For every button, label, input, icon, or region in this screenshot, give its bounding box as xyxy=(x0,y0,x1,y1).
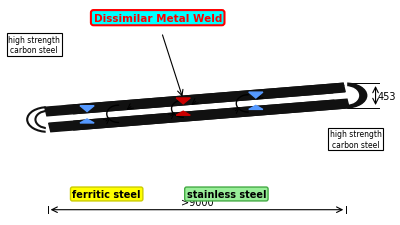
Polygon shape xyxy=(249,93,263,99)
Ellipse shape xyxy=(36,111,60,128)
Text: high strength
carbon steel: high strength carbon steel xyxy=(8,36,60,55)
Text: 51: 51 xyxy=(73,122,85,131)
Ellipse shape xyxy=(334,88,358,105)
Polygon shape xyxy=(80,119,94,124)
Text: stainless steel: stainless steel xyxy=(187,189,266,199)
Polygon shape xyxy=(49,100,349,132)
Polygon shape xyxy=(80,106,94,112)
Ellipse shape xyxy=(326,84,367,108)
Text: Dissimilar Metal Weld: Dissimilar Metal Weld xyxy=(94,14,222,24)
Polygon shape xyxy=(249,106,263,110)
Polygon shape xyxy=(45,84,345,116)
Polygon shape xyxy=(45,84,345,116)
Bar xyxy=(46,106,64,135)
Text: high strength
carbon steel: high strength carbon steel xyxy=(330,130,382,149)
Polygon shape xyxy=(176,112,190,116)
Polygon shape xyxy=(176,99,190,104)
Text: ferritic steel: ferritic steel xyxy=(72,189,141,199)
Text: >9000: >9000 xyxy=(181,198,213,207)
Bar xyxy=(324,81,346,111)
Polygon shape xyxy=(49,100,349,132)
Bar xyxy=(46,106,72,135)
Ellipse shape xyxy=(27,108,68,132)
Text: 453: 453 xyxy=(378,91,396,101)
